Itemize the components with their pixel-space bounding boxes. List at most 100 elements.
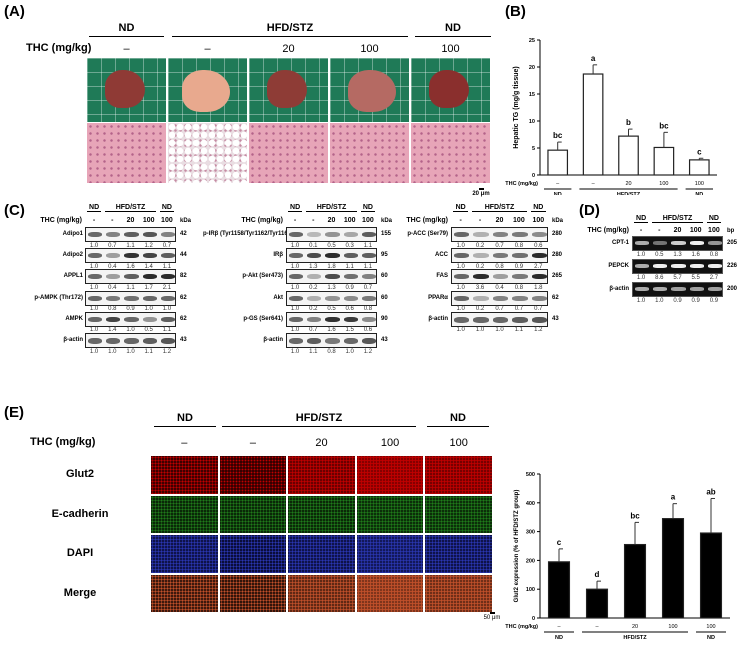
band (531, 232, 547, 237)
category-label: 100 (695, 181, 704, 187)
bar (582, 73, 604, 176)
dose-label: 100 (689, 227, 702, 234)
band (325, 295, 340, 301)
band (454, 274, 470, 280)
band (531, 316, 547, 323)
fluorescence-image (150, 573, 219, 613)
band (343, 338, 358, 344)
group-label: HFD/STZ (617, 192, 641, 195)
histology-image (411, 123, 490, 183)
group-label: HFD/STZ (652, 215, 703, 223)
bp-value: 226 (727, 263, 738, 269)
bar (653, 146, 675, 176)
histology-image (330, 123, 409, 183)
densitometry-value: 1.0 (290, 348, 300, 355)
band (307, 274, 322, 280)
densitometry-value: 1.4 (144, 263, 153, 270)
histology-image (87, 123, 166, 183)
fluorescence-image (218, 455, 288, 495)
band (671, 241, 686, 245)
band (671, 287, 686, 291)
bp-value: 205 (727, 240, 738, 246)
band (635, 241, 650, 245)
densitometry-value: 1.0 (89, 263, 99, 270)
blot-strip (286, 333, 377, 348)
band (473, 295, 489, 301)
densitometry-value: 0.7 (309, 327, 318, 334)
panel-label-d: (D) (579, 202, 600, 219)
band (531, 253, 547, 259)
densitometry-value: 0.2 (475, 242, 485, 249)
densitometry-value: 1.1 (363, 263, 373, 270)
densitometry-value: 1.0 (456, 242, 465, 249)
dose-label: - (658, 227, 661, 234)
densitometry-value: 1.0 (345, 348, 354, 355)
liver (267, 70, 307, 108)
dose-label: - (478, 217, 482, 224)
dose-label: 100 (449, 437, 468, 449)
fluorescence-image (424, 455, 493, 495)
densitometry-value: 1.0 (126, 327, 135, 334)
band (160, 232, 175, 237)
y-tick-label: 300 (526, 530, 535, 536)
band (307, 232, 322, 237)
densitometry-value: 1.2 (144, 242, 153, 249)
y-axis-label: Hepatic TG (mg/g tissue) (513, 66, 520, 148)
bar (547, 149, 569, 176)
panel-label-e: (E) (4, 404, 24, 421)
band (343, 316, 358, 322)
significance-letter: bc (553, 131, 563, 140)
densitometry-value: 1.0 (290, 306, 300, 313)
band (289, 232, 304, 237)
y-tick-label: 100 (526, 587, 535, 593)
band (512, 295, 528, 301)
kda-value: 60 (381, 273, 388, 280)
thc-label: THC (mg/kg) (406, 217, 448, 224)
densitometry-value: 1.1 (345, 263, 354, 270)
category-label: 20 (632, 624, 638, 630)
scale-bar-a: 20 μm (470, 188, 492, 197)
densitometry-value: 0.8 (327, 348, 336, 355)
fluorescence-image (424, 494, 493, 534)
band (307, 338, 322, 344)
liver-photo (168, 58, 247, 122)
liver-photo (330, 58, 409, 122)
dose-label: 100 (513, 217, 525, 224)
band (88, 253, 103, 259)
densitometry-value: 1.0 (475, 327, 485, 334)
group-label: HFD/STZ (623, 635, 647, 641)
protein-label: FAS (436, 273, 448, 280)
band (473, 316, 489, 323)
protein-label: APPL1 (63, 273, 83, 280)
thc-label: THC (mg/kg) (26, 42, 92, 54)
band (88, 338, 103, 344)
band (361, 316, 376, 322)
band (512, 232, 528, 237)
densitometry-value: 0.2 (475, 263, 485, 270)
liver-photo (249, 58, 328, 122)
significance-letter: bc (630, 511, 640, 520)
group-label-nd: ND (89, 22, 164, 37)
group-label: ND (555, 635, 563, 641)
gel-strip (632, 282, 723, 297)
significance-letter: c (697, 147, 702, 156)
band (689, 264, 704, 268)
group-label: ND (707, 635, 715, 641)
band (454, 316, 470, 323)
band (492, 232, 509, 237)
band (653, 287, 668, 291)
fluorescence-image (287, 534, 356, 574)
densitometry-value: 0.2 (309, 284, 318, 291)
dose-label: 20 (126, 217, 135, 224)
band (325, 274, 340, 280)
blot-strip (85, 248, 176, 264)
gene-label: PEPCK (608, 263, 629, 269)
kda-value: 155 (381, 231, 392, 237)
blot-strip (286, 227, 377, 242)
scale-bar-e: 50 μm (480, 612, 504, 621)
dose-label: - (312, 217, 315, 224)
blot-strip (451, 248, 548, 264)
dose-label: 100 (708, 227, 720, 234)
kda-value: 265 (552, 273, 563, 280)
thc-label: THC (mg/kg) (241, 217, 283, 224)
